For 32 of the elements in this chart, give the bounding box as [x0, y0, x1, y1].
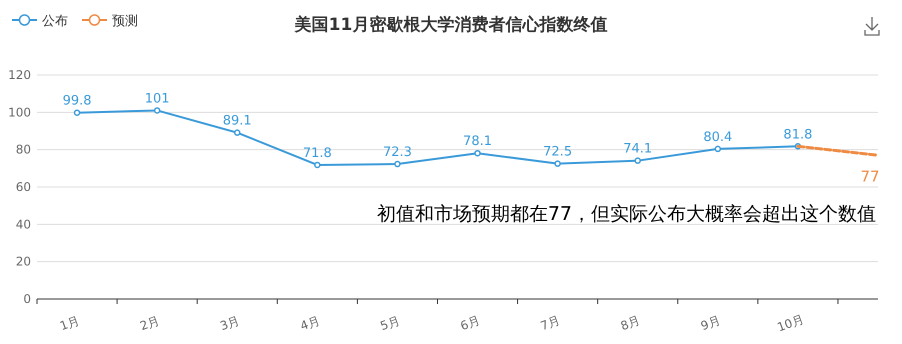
annotation: 初值和市场预期都在77，但实际公布大概率会超出这个数值	[376, 203, 876, 225]
chart-title: 美国11月密歇根大学消费者信心指数终值	[294, 15, 608, 35]
data-label: 71.8	[302, 146, 332, 161]
legend-label: 公布	[42, 14, 68, 29]
x-tick-label: 2月	[138, 313, 162, 334]
x-tick-label: 8月	[618, 313, 642, 334]
data-label: 81.8	[783, 127, 812, 142]
y-tick-label: 120	[8, 68, 31, 82]
y-tick-label: 40	[16, 217, 31, 232]
x-tick-label: 7月	[538, 313, 562, 334]
data-label: 77	[860, 167, 880, 186]
legend-label: 预测	[112, 14, 138, 29]
data-label: 74.1	[623, 142, 652, 157]
y-tick-label: 100	[8, 105, 31, 120]
data-label: 89.1	[222, 114, 252, 129]
data-label: 99.8	[62, 94, 92, 109]
y-tick-label: 80	[16, 142, 31, 157]
x-tick-label: 5月	[378, 313, 402, 334]
y-tick-label: 60	[16, 180, 31, 194]
x-tick-label: 4月	[298, 313, 322, 334]
x-tick-label: 3月	[218, 313, 242, 334]
data-label: 80.4	[703, 130, 732, 145]
x-tick-label: 6月	[458, 313, 482, 334]
x-tick-label: 9月	[698, 313, 722, 334]
data-label: 78.1	[463, 134, 492, 150]
y-tick-label: 20	[16, 254, 31, 269]
data-label: 101	[144, 91, 170, 106]
y-tick-label: 0	[23, 292, 31, 306]
x-tick-label: 10月	[775, 312, 806, 334]
x-tick-label: 1月	[58, 313, 82, 334]
data-label: 72.3	[382, 145, 412, 160]
data-label: 72.5	[543, 144, 572, 160]
